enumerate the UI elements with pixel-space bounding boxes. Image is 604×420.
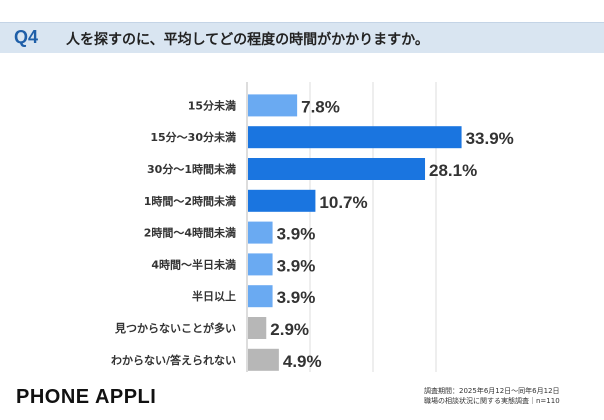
- bar: [248, 253, 273, 276]
- question-header: Q4 人を探すのに、平均してどの程度の時間がかかりますか。: [0, 22, 604, 53]
- bar: [248, 285, 273, 308]
- bar: [248, 189, 316, 212]
- bar: [248, 158, 426, 180]
- question-text: 人を探すのに、平均してどの程度の時間がかかりますか。: [66, 32, 429, 48]
- bar: [248, 221, 273, 244]
- value-label: 10.7%: [319, 193, 367, 212]
- category-label: わからない/答えられない: [111, 353, 236, 367]
- bar: [248, 348, 279, 371]
- value-label: 7.8%: [301, 97, 340, 116]
- survey-note: 調査期間：2025年6月12日～同年6月12日 職場の相談状況に関する実態調査｜…: [424, 386, 560, 406]
- bar: [248, 94, 298, 117]
- bar: [248, 317, 267, 339]
- value-label: 28.1%: [429, 161, 477, 180]
- bar: [248, 126, 462, 149]
- value-label: 33.9%: [466, 129, 514, 148]
- category-label: 4時間～半日未満: [151, 257, 236, 271]
- bar-chart: 15分未満 7.8% 15分～30分未満 33.9% 30分～1時間未満 28.1% 1時間…: [111, 82, 514, 372]
- value-label: 4.9%: [283, 352, 322, 371]
- value-label: 3.9%: [277, 256, 316, 275]
- question-number: Q4: [14, 27, 39, 47]
- category-label: 2時間～4時間未満: [144, 226, 236, 240]
- category-label: 1時間～2時間未満: [144, 194, 236, 208]
- category-label: 半日以上: [192, 289, 236, 303]
- brand-logo: PHONE APPLI: [16, 386, 157, 408]
- category-label: 15分～30分未満: [150, 130, 236, 144]
- category-label: 15分未満: [188, 98, 236, 112]
- category-label: 見つからないことが多い: [114, 321, 236, 335]
- value-label: 3.9%: [277, 225, 316, 244]
- survey-title: 職場の相談状況に関する実態調査｜n=110: [424, 397, 560, 405]
- value-label: 3.9%: [277, 288, 316, 307]
- survey-period: 調査期間：2025年6月12日～同年6月12日: [424, 387, 560, 395]
- value-label: 2.9%: [270, 320, 309, 339]
- category-label: 30分～1時間未満: [147, 162, 236, 176]
